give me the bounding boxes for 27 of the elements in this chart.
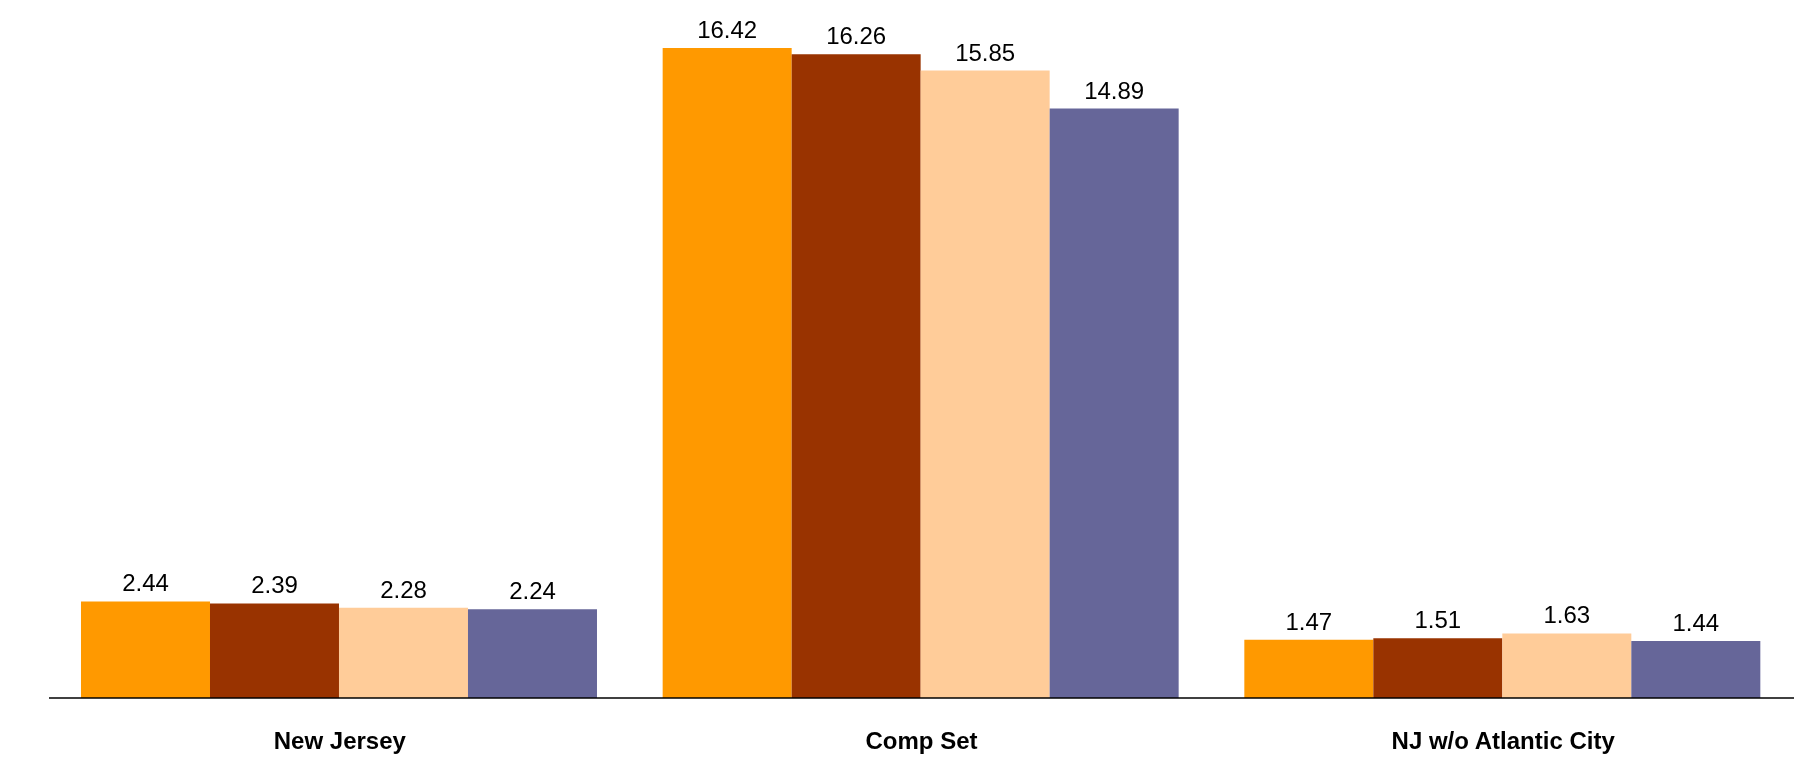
bar — [791, 54, 921, 698]
data-label: 15.85 — [955, 38, 1016, 66]
bar — [1502, 633, 1632, 698]
bar — [920, 70, 1050, 698]
bar — [1244, 639, 1374, 698]
bar — [1049, 108, 1179, 698]
data-label: 2.24 — [509, 577, 556, 605]
bar — [1373, 638, 1503, 698]
data-label: 1.51 — [1414, 606, 1462, 634]
x-tick-label: NJ w/o Atlantic City — [1391, 727, 1616, 755]
data-label: 1.44 — [1672, 609, 1720, 636]
data-label: 2.28 — [380, 575, 427, 603]
data-label: 1.47 — [1285, 607, 1333, 635]
bar — [662, 48, 792, 698]
data-label: 16.42 — [697, 16, 758, 43]
x-tick-label: New Jersey — [273, 727, 407, 755]
x-tick-label: Comp Set — [865, 727, 978, 755]
data-label: 1.63 — [1543, 601, 1591, 629]
bar — [338, 607, 468, 698]
bar — [467, 609, 597, 698]
data-label: 16.26 — [826, 22, 887, 50]
data-label: 2.44 — [122, 569, 169, 597]
data-label: 2.39 — [251, 571, 298, 599]
bar — [209, 603, 339, 698]
data-label: 14.89 — [1084, 76, 1145, 104]
bar — [1631, 641, 1761, 698]
bar — [80, 601, 210, 698]
